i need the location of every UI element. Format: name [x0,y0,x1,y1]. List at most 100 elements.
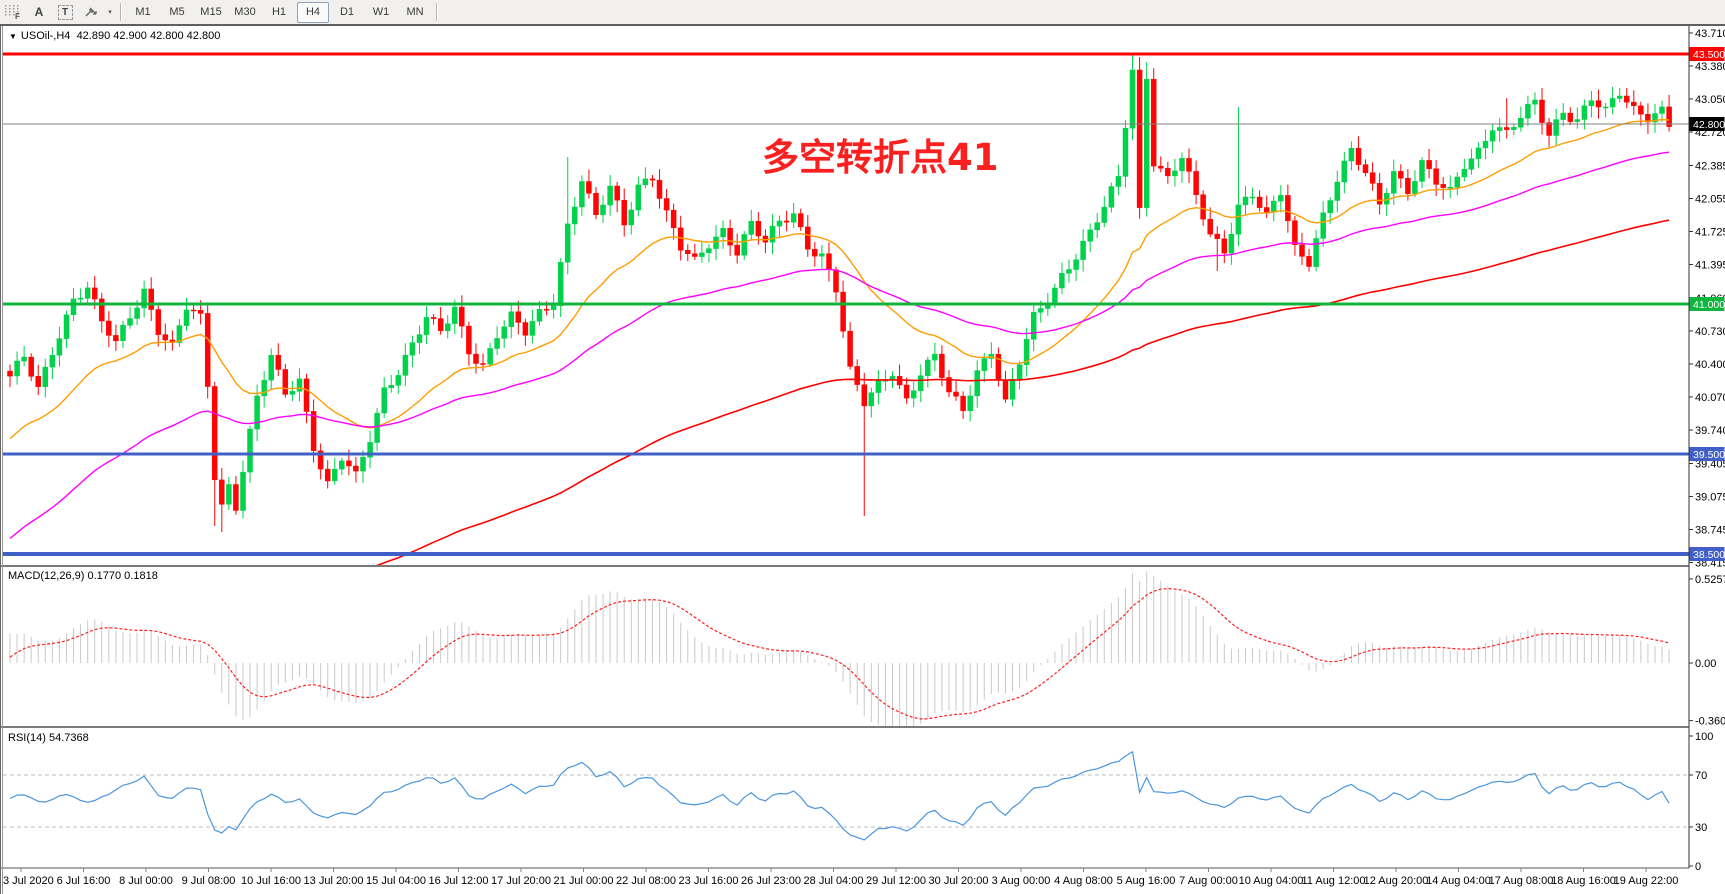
candle [1645,103,1651,134]
candle [706,244,712,263]
text-label-button[interactable]: A [34,5,44,19]
candle [783,210,790,232]
timeframe-button-m5[interactable]: M5 [169,6,185,18]
candle [1087,223,1093,252]
price-badge-42.800: 42.800 [1689,117,1725,131]
text-object-button[interactable]: T [53,2,77,22]
candle [1595,89,1602,119]
price-axis[interactable]: 43.71043.38043.05042.72042.38542.05541.7… [1689,28,1725,570]
arrange-arrows-button[interactable] [79,2,103,22]
time-tick-label: 8 Jul 00:00 [119,875,173,887]
time-tick-label: 7 Aug 00:00 [1179,875,1238,887]
candle [381,377,387,418]
candle [508,302,515,339]
price-tick-label: 42.055 [1695,194,1725,206]
price-tick-label: 41.395 [1695,260,1725,272]
svg-text:43.500: 43.500 [1693,49,1725,61]
candle [1186,148,1192,183]
candle [1030,303,1037,352]
time-tick-label: 18 Aug 16:00 [1551,875,1616,887]
candle [656,169,663,209]
timeframe-button-m30[interactable]: M30 [234,6,256,18]
price-tick-label: 39.075 [1695,492,1725,504]
candle [1115,164,1122,196]
candle [727,219,733,256]
timeframe-button-m1[interactable]: M1 [135,6,151,18]
candle [1235,107,1242,247]
candle [600,195,606,223]
candle [1369,162,1376,191]
price-badge-41.000: 41.000 [1689,297,1725,311]
rsi-line [9,750,1670,841]
panel-separator[interactable] [0,565,1689,567]
candle [699,242,705,263]
candle [805,215,811,257]
candle [515,300,522,335]
candle [1518,106,1524,132]
candle [529,309,536,344]
candle [49,347,56,380]
candle [1073,253,1079,281]
candle [1249,187,1256,205]
candle [769,214,776,255]
candle [1475,142,1482,168]
candle [1525,95,1531,127]
arrange-arrows-icon [85,7,97,17]
timeframe-button-m15[interactable]: M15 [200,6,222,18]
time-tick-label: 13 Jul 20:00 [304,875,364,887]
candle [459,295,465,338]
candle [275,343,282,376]
timeframe-button-w1[interactable]: W1 [372,6,390,18]
candle [402,343,409,387]
toolbar-separator [436,3,438,21]
candle [1496,118,1503,142]
price-badge-39.500: 39.500 [1689,447,1725,461]
candle [437,307,444,335]
candle [7,364,13,388]
macd-panel [9,571,1670,726]
candle [219,468,225,532]
time-tick-label: 5 Aug 16:00 [1117,875,1176,887]
candle [233,475,239,515]
candle [1263,195,1270,218]
panel-separator[interactable] [0,726,1689,728]
candle [56,326,63,367]
candle [1094,212,1100,238]
timeframe-button-d1[interactable]: D1 [339,6,355,18]
indicators-grid-icon[interactable]: F [1,2,25,22]
time-tick-label: 3 Jul 2020 [3,875,54,887]
candle [1574,107,1581,129]
candle [1468,148,1475,175]
candle [776,215,783,238]
candle [1588,91,1595,118]
legend-symbol: USOil-,H4 [20,30,71,42]
candle [974,360,980,408]
time-axis[interactable]: 3 Jul 2020 6 Jul 16:00 8 Jul 00:00 9 Jul 08… [3,868,1678,887]
macd-indicator-label: MACD(12,26,9) 0.1770 0.1818 [8,570,158,582]
candle [649,175,656,188]
candle [910,381,917,408]
candle [430,314,437,325]
timeframe-button-mn[interactable]: MN [406,6,424,18]
candle [861,372,868,516]
candle [1242,185,1249,216]
timeframe-button-h4[interactable]: H4 [297,1,329,23]
candle [1602,103,1609,118]
candle [663,188,670,222]
dropdown-caret-icon[interactable]: ▾ [108,9,112,16]
candle [1193,160,1199,205]
rsi-tick-label: 0 [1695,861,1701,873]
collapse-triangle-icon[interactable]: ▼ [9,32,17,41]
candle [1165,161,1171,184]
time-tick-label: 28 Jul 04:00 [804,875,864,887]
time-tick-label: 10 Jul 16:00 [241,875,301,887]
candle [797,208,804,231]
window-left-border [0,26,1,894]
timeframe-button-h1[interactable]: H1 [271,6,287,18]
price-tick-label: 41.725 [1695,227,1725,239]
candle [1546,118,1552,148]
candle [1080,229,1086,272]
price-tick-label: 40.730 [1695,326,1725,338]
candle [77,288,84,303]
